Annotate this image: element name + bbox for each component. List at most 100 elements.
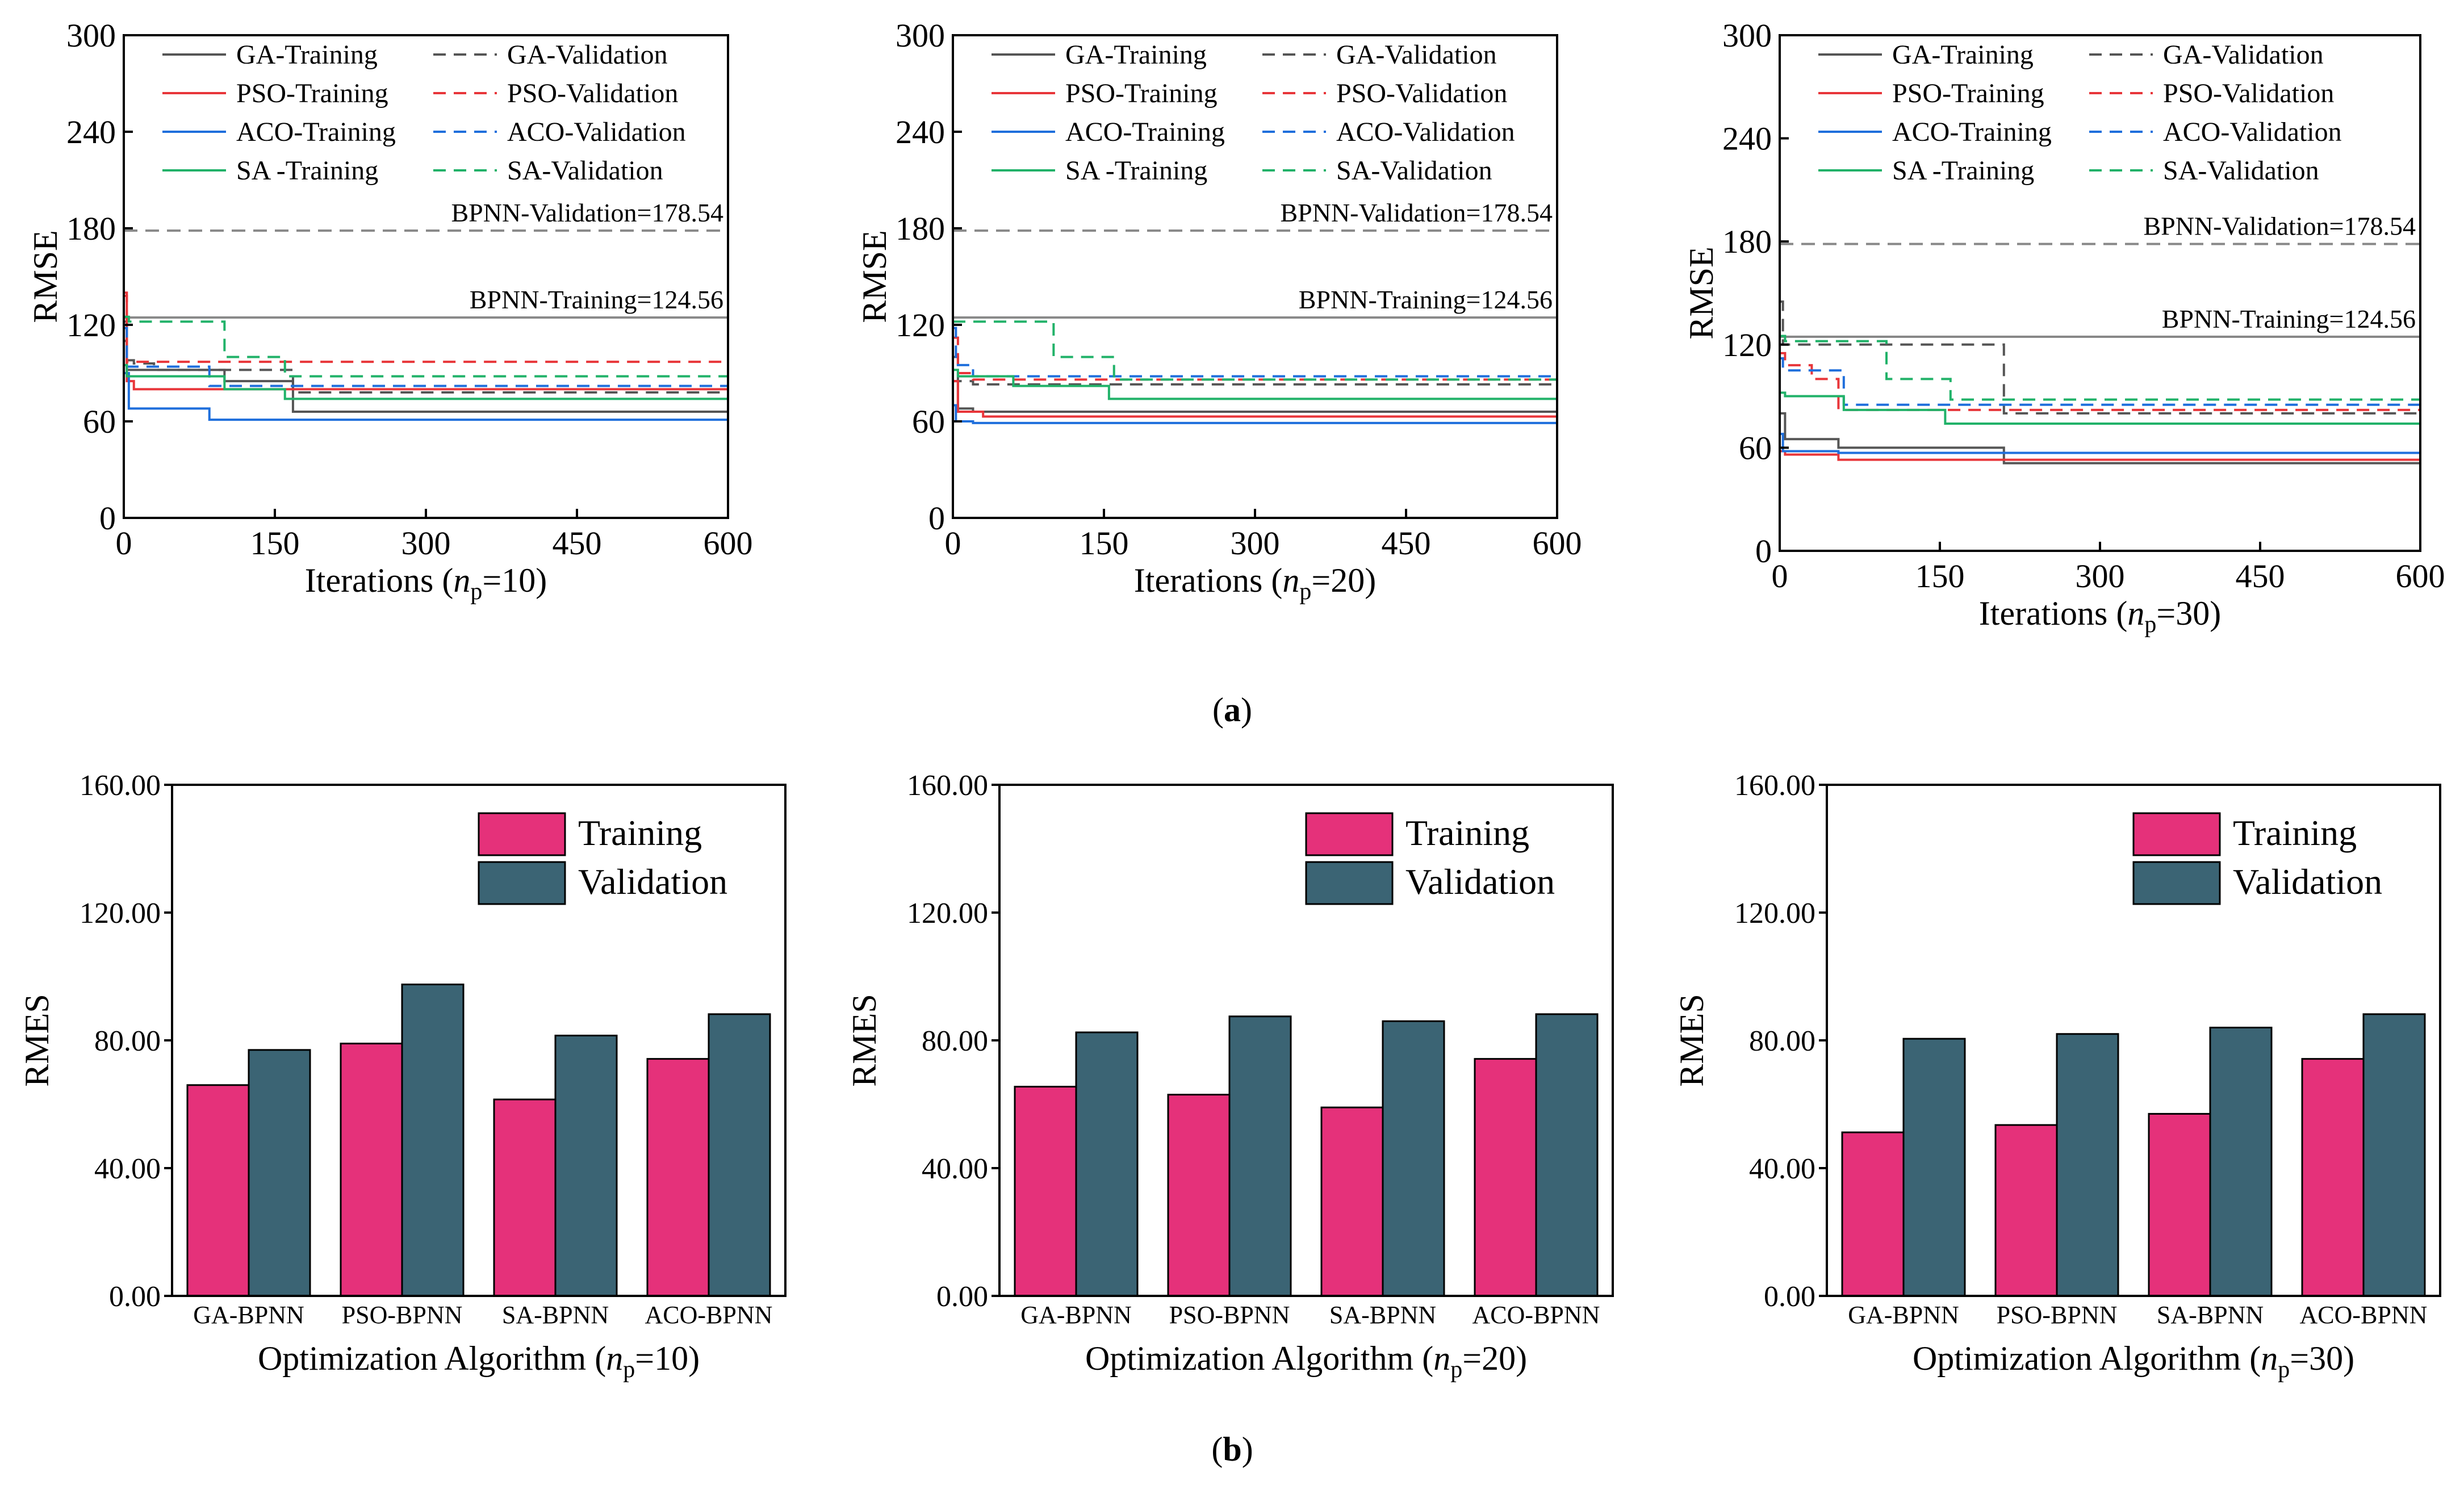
series-line-pso-training (953, 380, 1557, 418)
bar-training-sa-bpnn (2148, 1112, 2211, 1297)
legend-label: ACO-Validation (2163, 117, 2342, 147)
legend-label: ACO-Validation (507, 117, 686, 147)
y-tick-label: 180 (1722, 223, 1772, 260)
x-axis-label-n: n (453, 562, 470, 599)
x-axis-label-eq: = (1311, 562, 1331, 599)
plot-frame (1779, 34, 2421, 552)
x-axis-label-text: Optimization Algorithm (258, 1340, 586, 1377)
x-axis-label-paren-open: ( (2107, 595, 2127, 632)
y-tick-label: 120.00 (1734, 897, 1815, 930)
x-axis-label-n: n (1282, 562, 1299, 599)
x-category-label: GA-BPNN (1848, 1301, 1959, 1329)
legend-label: Training (1405, 813, 1529, 853)
bar-validation-sa-bpnn (2209, 1027, 2273, 1297)
x-axis-label-text: Iterations (1134, 562, 1263, 599)
legend-label: SA -Training (1892, 156, 2034, 186)
series-line-sa-validation (1780, 334, 2420, 401)
series-line-sa-validation (953, 320, 1557, 381)
x-tick-label: 300 (401, 525, 451, 562)
legend-label: SA -Training (1065, 156, 1207, 186)
x-axis-label: Optimization Algorithm (np=10) (258, 1340, 700, 1383)
x-axis-label: Iterations (np=20) (1134, 562, 1376, 605)
legend-swatch-training (1305, 812, 1394, 856)
charts-container: BPNN-Validation=178.54 BPNN-Training=124.… (18, 17, 2445, 1383)
legend-label: GA-Training (1065, 40, 1207, 70)
x-axis-label-n: n (2127, 595, 2144, 632)
legend: Training Validation (1305, 812, 1555, 905)
y-axis-label: RMES (18, 994, 56, 1086)
x-axis-label-text: Iterations (1979, 595, 2108, 632)
x-axis-label: Optimization Algorithm (np=20) (1085, 1340, 1527, 1383)
x-axis-label: Iterations (np=10) (305, 562, 547, 605)
series-line-sa-training (124, 363, 728, 400)
y-axis-label: RMES (1673, 994, 1710, 1086)
bar-training-ga-bpnn (1014, 1086, 1077, 1297)
y-axis-label: RMES (846, 994, 883, 1086)
y-tick-label: 60 (1739, 429, 1772, 466)
bar-validation-sa-bpnn (1382, 1020, 1445, 1297)
x-tick-label: 300 (1231, 525, 1280, 562)
x-tick-label: 150 (250, 525, 300, 562)
bar-training-pso-bpnn (1994, 1124, 2058, 1297)
x-category-label: GA-BPNN (193, 1301, 304, 1329)
x-axis-label-np-value: 10 (654, 1340, 688, 1377)
legend-label: Training (578, 813, 702, 853)
x-axis-label: Iterations (np=30) (1979, 595, 2221, 638)
legend-label: Validation (2233, 861, 2382, 902)
legend: Training Validation (2132, 812, 2382, 905)
legend-label: SA -Training (236, 156, 378, 186)
x-axis-label-paren-open: ( (1262, 562, 1282, 599)
bar-validation-pso-bpnn (2056, 1033, 2119, 1297)
legend-label: GA-Validation (507, 40, 668, 70)
x-axis-label-np-value: 20 (1331, 562, 1365, 599)
legend-label: SA-Validation (2163, 156, 2319, 186)
series-line-ga-validation (1780, 300, 2420, 415)
y-tick-label: 0 (928, 500, 945, 537)
series-line-aco-training (124, 372, 728, 421)
series-line-pso-validation (953, 336, 1557, 381)
x-axis-label-paren-open: ( (586, 1340, 606, 1377)
x-axis-label-paren-close: ) (1365, 562, 1376, 599)
y-tick-label: 120 (1722, 327, 1772, 363)
y-tick-label: 300 (66, 17, 116, 54)
y-tick-label: 120 (896, 307, 945, 344)
y-tick-label: 160.00 (80, 769, 161, 802)
bar-validation-aco-bpnn (708, 1013, 771, 1297)
x-category-label: SA-BPNN (502, 1301, 609, 1329)
legend-label: ACO-Training (236, 117, 396, 147)
x-axis-label-eq: = (1462, 1340, 1482, 1377)
y-tick-label: 60 (83, 403, 116, 440)
y-tick-label: 120 (66, 307, 116, 344)
reference-label-1: BPNN-Validation=178.54 (451, 198, 723, 227)
legend-label: ACO-Training (1892, 117, 2052, 147)
x-axis-label-text: Iterations (305, 562, 434, 599)
legend-label: GA-Training (1892, 40, 2034, 70)
x-tick-label: 600 (704, 525, 753, 562)
bar-training-aco-bpnn (2301, 1058, 2365, 1297)
x-tick-label: 0 (945, 525, 961, 562)
series-line-pso-validation (1780, 352, 2420, 411)
reference-label-2: BPNN-Training=124.56 (1299, 285, 1553, 314)
x-axis-label-n: n (2261, 1340, 2278, 1377)
x-category-label: PSO-BPNN (342, 1301, 463, 1329)
y-axis-label: RMSE (1683, 246, 1720, 339)
y-tick-label: 0.00 (1764, 1281, 1815, 1313)
bar-chart-b3: GA-BPNN PSO-BPNN SA-BPNN ACO-BPNN 0.00 40.00 8… (1673, 769, 2441, 1383)
x-category-label: GA-BPNN (1020, 1301, 1132, 1329)
legend-label: Validation (1405, 861, 1555, 902)
bar-validation-pso-bpnn (1228, 1015, 1292, 1297)
x-axis-label-eq: = (635, 1340, 654, 1377)
bar-training-aco-bpnn (1474, 1058, 1537, 1297)
series-line-ga-training (1780, 412, 2420, 465)
x-tick-label: 150 (1080, 525, 1129, 562)
legend-label: PSO-Training (1065, 78, 1218, 108)
x-axis-label-n: n (606, 1340, 623, 1377)
series-line-aco-validation (124, 327, 728, 387)
x-axis-label-sub: p (470, 579, 482, 605)
x-axis-label: Optimization Algorithm (np=30) (1913, 1340, 2354, 1383)
reference-label-2: BPNN-Training=124.56 (2162, 304, 2416, 333)
x-tick-label: 300 (2076, 558, 2125, 595)
series-line-aco-validation (1780, 357, 2420, 406)
bar-validation-pso-bpnn (401, 984, 465, 1297)
